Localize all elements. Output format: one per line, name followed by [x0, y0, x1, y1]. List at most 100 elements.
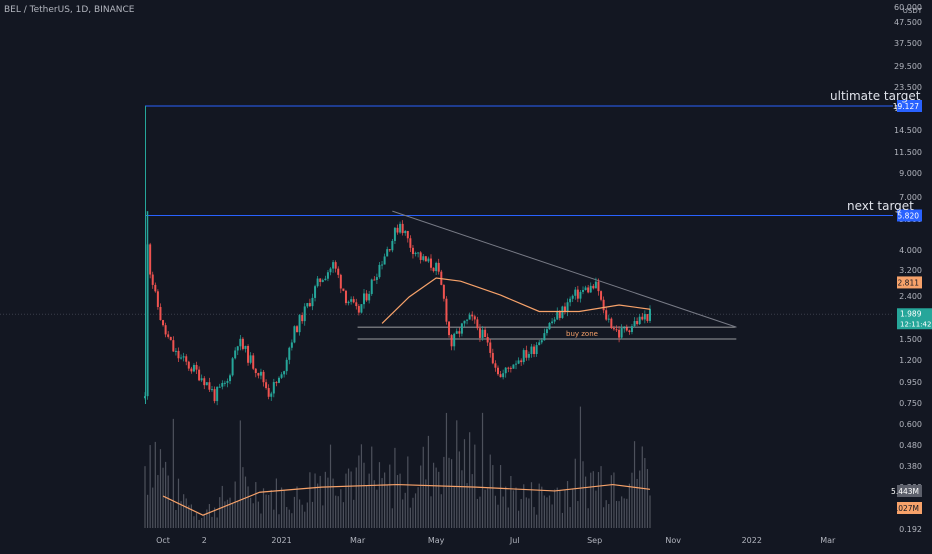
candle-body	[373, 279, 376, 281]
candle-body	[290, 342, 293, 348]
candle-body	[463, 320, 466, 324]
volume-bar	[646, 469, 649, 528]
price-tick-label: 0.600	[899, 420, 922, 429]
candle-body	[154, 284, 157, 292]
time-tick-label: Nov	[665, 536, 681, 545]
candle-body	[473, 316, 476, 320]
candle-body	[615, 329, 618, 331]
candle-body	[561, 306, 564, 318]
symbol-title: BEL / TetherUS, 1D, BINANCE	[4, 5, 135, 15]
price-tick-label: 3.200	[899, 266, 922, 275]
time-tick-label: Mar	[820, 536, 836, 545]
volume-bar	[384, 472, 386, 528]
price-tick-label: 1.500	[899, 335, 922, 344]
volume-bar	[409, 507, 411, 528]
candle-body	[198, 369, 201, 381]
candle-body	[226, 381, 229, 383]
ultimate-target-price-tag: 19.127	[893, 102, 919, 111]
candle-body	[314, 286, 317, 298]
volume-bar	[286, 507, 288, 528]
candle-body	[597, 281, 600, 292]
candle-body	[401, 223, 404, 234]
volume-bar	[291, 513, 293, 528]
candle-body	[357, 306, 360, 313]
candle-body	[241, 338, 244, 349]
volume-bar	[157, 475, 159, 528]
candle-body	[522, 350, 525, 363]
volume-ma-tag-box	[897, 502, 922, 514]
candle-body	[272, 382, 275, 394]
candle-body	[579, 291, 582, 299]
candle-body	[556, 311, 559, 320]
time-tick-label: 2021	[271, 536, 291, 545]
price-tick-label: 1.200	[899, 356, 922, 365]
time-tick-label: 2	[202, 536, 207, 545]
volume-bar	[378, 462, 381, 528]
candle-body	[252, 355, 255, 369]
candle-body	[151, 274, 154, 285]
volume-bar	[262, 488, 265, 528]
candle-body	[429, 258, 432, 268]
candle-body	[509, 367, 512, 369]
volume-bar	[257, 501, 259, 528]
volume-bar	[322, 505, 324, 528]
candle-body	[342, 288, 345, 291]
volume-bar	[541, 486, 543, 528]
candle-body	[491, 352, 494, 364]
candle-body	[527, 354, 530, 358]
candle-body	[448, 321, 451, 336]
candle-body	[216, 386, 219, 402]
candle-body	[496, 367, 499, 375]
ma-price-tag-box	[897, 276, 922, 289]
candle-body	[435, 262, 438, 272]
candle-body	[339, 274, 342, 289]
volume-bar	[327, 477, 329, 528]
candle-body	[249, 355, 252, 363]
volume-bar	[538, 483, 540, 528]
candle-body	[167, 334, 170, 337]
volume-bar	[195, 512, 198, 528]
candle-body	[414, 252, 417, 255]
candle-body	[375, 277, 378, 281]
volume-bar	[389, 464, 391, 528]
candle-body	[381, 264, 384, 266]
price-tick-label: 0.950	[899, 378, 922, 387]
candle-body	[468, 314, 471, 320]
volume-bar	[546, 497, 548, 528]
candle-body	[192, 365, 195, 372]
volume-bar	[492, 465, 494, 528]
volume-bar	[621, 496, 623, 528]
candle-body	[378, 264, 381, 278]
volume-ma-line	[162, 483, 651, 516]
volume-bar	[636, 478, 638, 528]
candle-body	[182, 356, 185, 358]
volume-bar	[430, 496, 432, 528]
candle-body	[275, 382, 278, 384]
candle-body	[205, 382, 208, 386]
candle-body	[172, 340, 175, 352]
volume-bar	[203, 513, 205, 528]
candle-body	[638, 316, 641, 325]
volume-bar	[422, 446, 424, 528]
candle-body	[187, 361, 190, 369]
volume-bar	[489, 454, 491, 528]
volume-bar	[319, 475, 321, 528]
volume-bar	[499, 465, 502, 528]
candle-body	[218, 386, 221, 388]
candle-body	[582, 290, 585, 292]
volume-bar	[152, 487, 154, 528]
volume-bar	[304, 511, 306, 528]
volume-bar	[180, 501, 182, 528]
volume-bar	[340, 489, 342, 528]
candle-body	[592, 285, 595, 289]
volume-bar	[216, 517, 218, 528]
volume-bar	[528, 498, 530, 528]
candle-body	[254, 368, 257, 374]
candle-body	[455, 331, 458, 334]
candle-body	[221, 383, 224, 387]
time-tick-label: Mar	[350, 536, 366, 545]
candle-body	[195, 365, 198, 370]
volume-bar	[505, 486, 507, 528]
